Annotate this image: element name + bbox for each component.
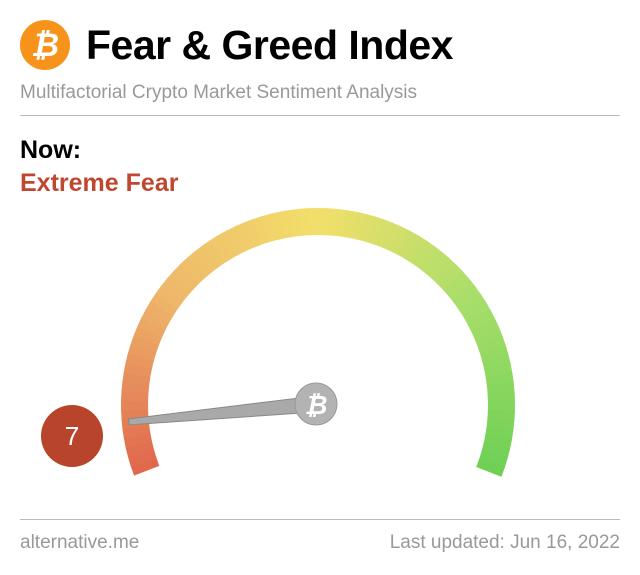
gauge-arc-segment <box>418 245 443 274</box>
gauge-arc-segment <box>127 343 157 361</box>
gauge-arc-segment <box>487 400 515 412</box>
last-updated: Last updated: Jun 16, 2022 <box>389 532 620 553</box>
gauge-arc-segment <box>442 271 470 297</box>
gauge-arc-segment <box>201 239 226 268</box>
value-badge: 7 <box>41 405 103 467</box>
gauge-arc-segment <box>404 235 428 264</box>
gauge-arc-segment <box>125 441 155 458</box>
gauge-arc-segment <box>187 250 213 278</box>
gauge-arc-segment <box>382 222 403 252</box>
gauge-arc-segment <box>141 308 170 331</box>
gauge-arc-segment <box>298 208 311 236</box>
divider <box>20 115 620 116</box>
gauge-arc-segment <box>194 244 219 273</box>
gauge-arc-segment <box>342 210 358 239</box>
gauge-arc-segment <box>180 256 206 284</box>
gauge-arc-segment <box>424 251 450 279</box>
classification-label: Extreme Fear <box>20 169 179 197</box>
gauge-arc-segment <box>479 450 508 468</box>
gauge-arc-segment <box>477 335 506 355</box>
gauge-arc-segment <box>487 391 515 403</box>
gauge-arc-segment <box>261 213 279 243</box>
gauge-arc-segment <box>150 292 179 316</box>
gauge-arc-segment <box>209 234 233 263</box>
gauge-arc-segment <box>130 457 160 476</box>
gauge-arc-segment <box>366 216 385 246</box>
source-link[interactable]: alternative.me <box>20 532 140 553</box>
gauge-arc-segment <box>123 361 153 377</box>
gauge-arc-segment <box>145 300 175 323</box>
gauge-arc-segment <box>482 353 511 370</box>
now-label: Now: <box>20 136 82 164</box>
gauge-arc-segment <box>252 215 271 245</box>
gauge-arc-segment <box>121 399 149 411</box>
gauge-arc-segment <box>127 449 157 467</box>
gauge-arc-segment <box>350 211 367 241</box>
divider <box>20 519 620 520</box>
gauge-arc-segment <box>318 208 329 236</box>
gauge-arc-segment <box>155 284 184 309</box>
gauge-arc-segment <box>125 352 155 369</box>
gauge-arc-segment <box>358 213 376 243</box>
gauge-arc-segment <box>289 208 303 237</box>
gauge-arc-segment <box>481 442 511 459</box>
gauge-arc-segment <box>243 218 263 248</box>
gauge-arc-segment <box>397 230 420 260</box>
gauge-needle <box>128 395 318 426</box>
bitcoin-logo-icon: ₿ <box>20 20 70 70</box>
gauge-arc-segment <box>374 219 394 249</box>
gauge-arc <box>121 208 515 477</box>
gauge-arc-segment <box>474 326 503 347</box>
gauge-arc-segment <box>436 264 464 291</box>
gauge-arc-segment <box>234 222 255 251</box>
gauge-arc-segment <box>161 277 189 303</box>
gauge-arc-segment <box>483 434 513 450</box>
gauge-arc-segment <box>458 293 487 317</box>
gauge-arc-segment <box>226 225 248 255</box>
gauge-arc-segment <box>486 381 515 395</box>
gauge-arc-segment <box>453 285 482 310</box>
gauge-arc-segment <box>479 344 509 362</box>
gauge-arc-segment <box>121 389 149 402</box>
gauge-arc-segment <box>462 301 492 324</box>
needle-hub <box>294 382 338 426</box>
page-title: Fear & Greed Index <box>86 22 453 68</box>
gauge-arc-segment <box>411 240 436 269</box>
gauge-arc-segment <box>487 409 515 422</box>
page-subtitle: Multifactorial Crypto Market Sentiment A… <box>20 82 418 103</box>
gauge-arc-segment <box>137 316 166 338</box>
gauge-arc-segment <box>389 226 411 256</box>
gauge-arc-segment <box>485 426 514 441</box>
gauge-arc-segment <box>167 270 195 296</box>
gauge-arc-segment <box>133 325 163 346</box>
gauge-arc-segment <box>448 278 476 303</box>
gauge-arc-segment <box>470 318 500 339</box>
bitcoin-icon: ₿ <box>305 390 328 420</box>
gauge-arc-segment <box>217 230 240 259</box>
gauge-arc-segment <box>430 257 457 285</box>
gauge-arc-segment <box>308 208 320 236</box>
gauge-arc-segment <box>476 458 506 477</box>
gauge-arc-segment <box>130 334 160 353</box>
gauge-arc-segment <box>173 263 200 290</box>
gauge-arc-segment <box>466 309 496 332</box>
